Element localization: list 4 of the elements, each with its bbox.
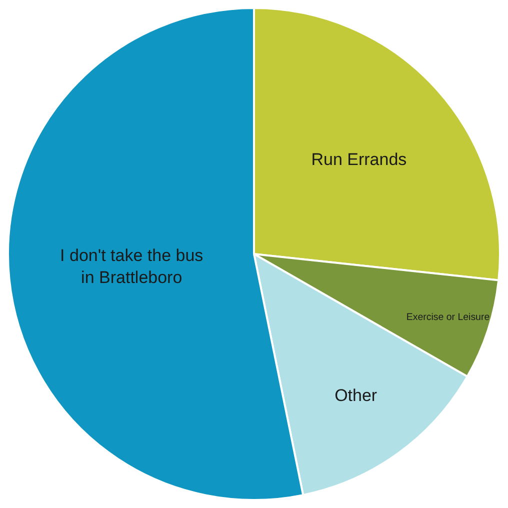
slice-label: I don't take the bus in Brattleboro (60, 246, 204, 287)
slice-label: Other (334, 386, 378, 405)
slice-label: Run Errands (311, 150, 407, 170)
slice-label: Exercise or Leisure (406, 312, 490, 324)
